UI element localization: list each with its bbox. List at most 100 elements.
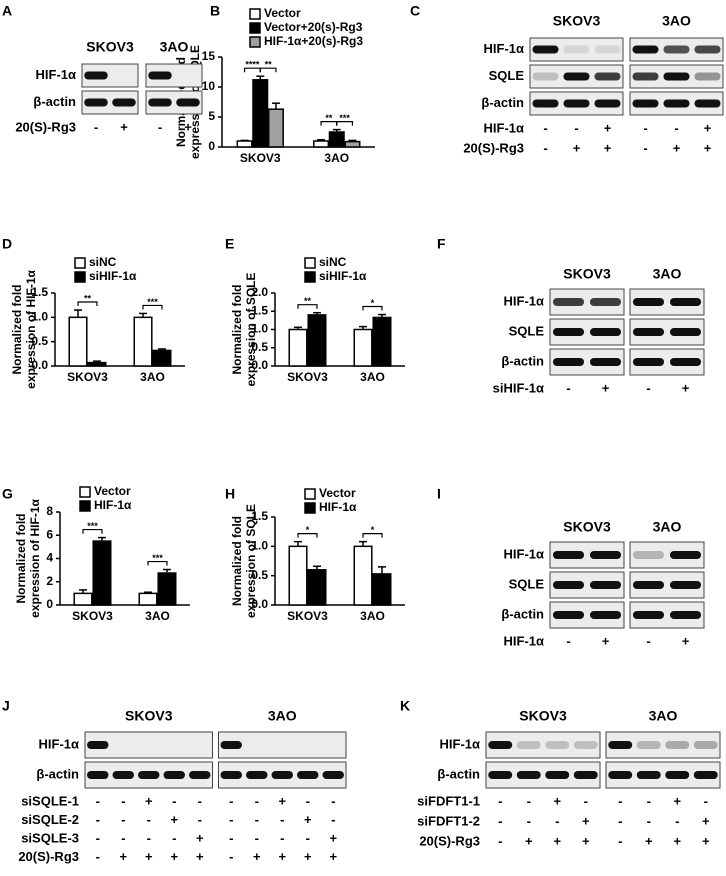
blot-strip — [529, 37, 624, 62]
cell-line-label: SKOV3 — [553, 13, 601, 29]
protein-label: HIF-1α — [36, 67, 77, 82]
condition-sign: - — [647, 793, 651, 808]
condition-sign: - — [643, 120, 647, 135]
band — [594, 99, 621, 108]
band — [220, 741, 242, 749]
band — [488, 741, 513, 749]
band — [488, 771, 513, 779]
band — [636, 741, 661, 749]
y-tick-label: 1.0 — [251, 539, 268, 553]
bar — [73, 592, 93, 606]
band — [112, 771, 134, 779]
significance-label: ** — [304, 296, 312, 306]
condition-sign: - — [158, 119, 162, 134]
condition-sign: + — [602, 633, 610, 648]
condition-sign: - — [618, 813, 622, 828]
condition-sign: - — [280, 812, 284, 827]
condition-sign: - — [584, 793, 588, 808]
band — [669, 358, 702, 366]
bar — [236, 140, 253, 148]
x-tick-label: 3AO — [145, 609, 170, 623]
condition-sign: + — [604, 120, 612, 135]
significance-bracket — [77, 301, 98, 307]
legend-label: siHIF-1α — [319, 269, 367, 283]
condition-sign: - — [147, 812, 151, 827]
panel-letter: K — [400, 698, 410, 714]
significance-bracket — [297, 304, 318, 309]
legend-label: Vector — [264, 6, 301, 20]
x-tick-label: 3AO — [360, 370, 385, 384]
condition-sign: - — [555, 813, 559, 828]
condition-sign: - — [147, 830, 151, 845]
bar — [353, 545, 373, 606]
condition-sign: - — [618, 833, 622, 848]
panel-letter: B — [210, 3, 220, 19]
band — [669, 581, 702, 589]
condition-sign: - — [96, 849, 100, 864]
band — [552, 328, 585, 336]
band — [669, 611, 702, 619]
band — [552, 358, 585, 366]
condition-sign: - — [306, 793, 310, 808]
condition-sign: + — [278, 793, 286, 808]
protein-label: HIF-1α — [504, 546, 545, 561]
bar — [288, 545, 308, 606]
cell-line-label: SKOV3 — [519, 708, 567, 724]
condition-sign: + — [582, 813, 590, 828]
band — [663, 45, 690, 54]
legend-swatch — [79, 500, 91, 512]
band — [573, 771, 598, 779]
band — [532, 45, 559, 54]
condition-label: HIF-1α — [504, 633, 545, 648]
legend-swatch — [249, 36, 261, 48]
condition-sign: - — [255, 812, 259, 827]
band — [632, 72, 659, 81]
band — [693, 771, 718, 779]
panel-letter: C — [410, 3, 420, 19]
significance-bracket — [147, 560, 168, 566]
significance-label: ** — [325, 113, 333, 123]
condition-label: siSQLE-1 — [21, 793, 79, 808]
condition-sign: - — [646, 380, 650, 395]
y-tick-label: 15 — [202, 49, 216, 63]
bar — [307, 569, 327, 606]
cell-line-label: SKOV3 — [563, 266, 611, 282]
condition-sign: + — [278, 849, 286, 864]
significance-bracket — [82, 528, 103, 534]
condition-sign: - — [527, 813, 531, 828]
condition-sign: + — [184, 119, 192, 134]
band — [694, 45, 721, 54]
bar — [344, 140, 361, 148]
protein-label: β-actin — [481, 95, 524, 110]
condition-sign: - — [674, 120, 678, 135]
bar — [307, 314, 327, 367]
band — [563, 72, 590, 81]
protein-label: β-actin — [36, 766, 79, 781]
band — [84, 98, 108, 107]
y-tick-label: 8 — [46, 504, 53, 518]
bar — [92, 540, 112, 606]
band — [87, 771, 109, 779]
y-tick-label: 0.0 — [31, 358, 48, 372]
legend-label: Vector — [319, 486, 356, 500]
legend-swatch — [74, 271, 86, 283]
cell-line-label: 3AO — [662, 13, 691, 29]
cell-line-label: 3AO — [653, 519, 682, 535]
legend-swatch — [249, 8, 261, 20]
band — [112, 98, 136, 107]
band — [632, 581, 665, 589]
bar — [68, 316, 88, 367]
condition-sign: - — [172, 793, 176, 808]
condition-sign: + — [702, 813, 710, 828]
condition-sign: - — [527, 793, 531, 808]
x-tick-label: SKOV3 — [67, 370, 108, 384]
condition-sign: - — [255, 793, 259, 808]
band — [532, 99, 559, 108]
legend-swatch — [304, 488, 316, 500]
y-axis-label: expression of SQLE — [244, 272, 258, 386]
y-tick-label: 0.5 — [31, 334, 48, 348]
condition-sign: - — [280, 830, 284, 845]
condition-sign: - — [96, 830, 100, 845]
condition-sign: - — [172, 830, 176, 845]
condition-sign: + — [645, 833, 653, 848]
